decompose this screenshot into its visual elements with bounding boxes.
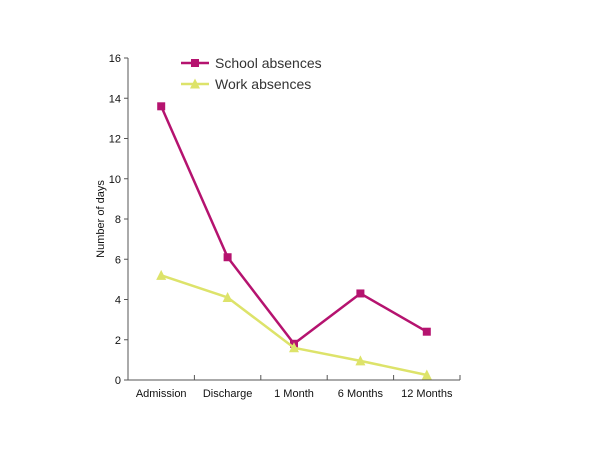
data-point: [222, 291, 233, 302]
legend-swatch-marker: [190, 78, 200, 89]
legend-swatch-marker: [191, 59, 199, 67]
data-point: [289, 342, 299, 353]
data-point: [422, 327, 431, 336]
axes: [127, 58, 460, 381]
data-point: [421, 369, 432, 380]
y-tick-label: 4: [115, 295, 121, 307]
y-tick-label: 8: [115, 214, 121, 226]
x-tick-label: Discharge: [203, 388, 253, 400]
series-line: [160, 105, 428, 346]
legend-label: Work absences: [215, 76, 311, 92]
x-ticks: Admission Discharge 1 Month 6 Months 12 Mont…: [136, 375, 461, 400]
data-point: [156, 269, 167, 280]
x-tick-label: 6 Months: [338, 388, 384, 400]
y-tick-label: 10: [109, 174, 121, 186]
data-point: [157, 102, 166, 111]
legend: School absences Work absences: [181, 55, 322, 92]
y-tick-label: 2: [115, 335, 121, 347]
legend-item: Work absences: [181, 76, 311, 92]
y-tick-label: 16: [109, 53, 121, 65]
y-ticks: 0 2 4 6 8 10 12 14 16: [109, 53, 128, 387]
y-tick-label: 14: [109, 93, 121, 105]
y-tick-label: 0: [115, 375, 121, 387]
series-school-absences: [157, 102, 431, 348]
x-tick-label: 12 Months: [401, 388, 453, 400]
series-group: [156, 102, 432, 380]
data-point: [356, 289, 365, 298]
x-tick-label: 1 Month: [274, 388, 314, 400]
y-axis-title: Number of days: [95, 180, 107, 258]
series-work-absences: [156, 269, 432, 380]
legend-item: School absences: [181, 55, 322, 71]
data-point: [223, 253, 232, 262]
legend-label: School absences: [215, 55, 322, 71]
y-tick-label: 12: [109, 134, 121, 146]
data-point: [355, 355, 366, 366]
y-tick-label: 6: [115, 254, 121, 266]
x-tick-label: Admission: [136, 388, 187, 400]
series-line: [160, 274, 428, 377]
